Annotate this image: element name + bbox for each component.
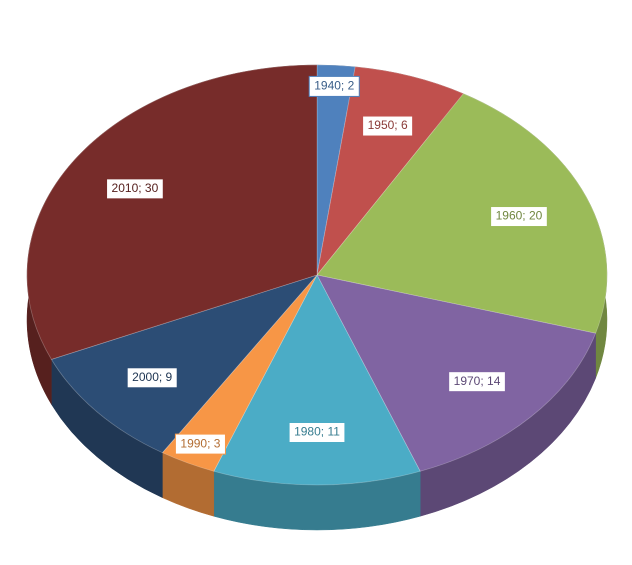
slice xyxy=(161,274,318,472)
data-label-box xyxy=(490,206,548,228)
data-label-box xyxy=(106,178,164,200)
data-label: 1980; 11 xyxy=(288,422,346,443)
data-label-text: 1970; 14 xyxy=(454,374,501,388)
slice xyxy=(26,64,318,360)
data-label: 1950; 6 xyxy=(362,115,414,137)
slice xyxy=(316,93,608,334)
data-label-text: 1940; 2 xyxy=(314,79,354,93)
data-label: 1940; 2 xyxy=(308,75,360,97)
data-label-text: 1980; 11 xyxy=(294,425,340,439)
data-label: 1970; 14 xyxy=(448,371,506,393)
slice xyxy=(316,66,465,276)
slice xyxy=(316,64,356,276)
data-label: 2010; 30 xyxy=(106,178,164,200)
slice xyxy=(50,274,319,454)
data-label: 1960; 20 xyxy=(490,206,548,228)
data-label-box xyxy=(308,75,360,97)
data-label-box xyxy=(174,433,226,455)
data-label-box xyxy=(288,422,346,443)
data-label-text: 2000; 9 xyxy=(132,370,172,384)
data-label-text: 1960; 20 xyxy=(496,209,543,223)
data-label-box xyxy=(126,367,178,389)
data-label-text: 2010; 30 xyxy=(112,181,159,195)
data-label: 2000; 9 xyxy=(126,367,178,389)
data-label: 1990; 3 xyxy=(174,433,226,455)
data-label-text: 1990; 3 xyxy=(180,436,220,450)
data-label-box xyxy=(448,371,506,393)
data-label-text: 1950; 6 xyxy=(368,118,408,132)
data-label-box xyxy=(362,115,414,137)
slice xyxy=(213,274,421,486)
